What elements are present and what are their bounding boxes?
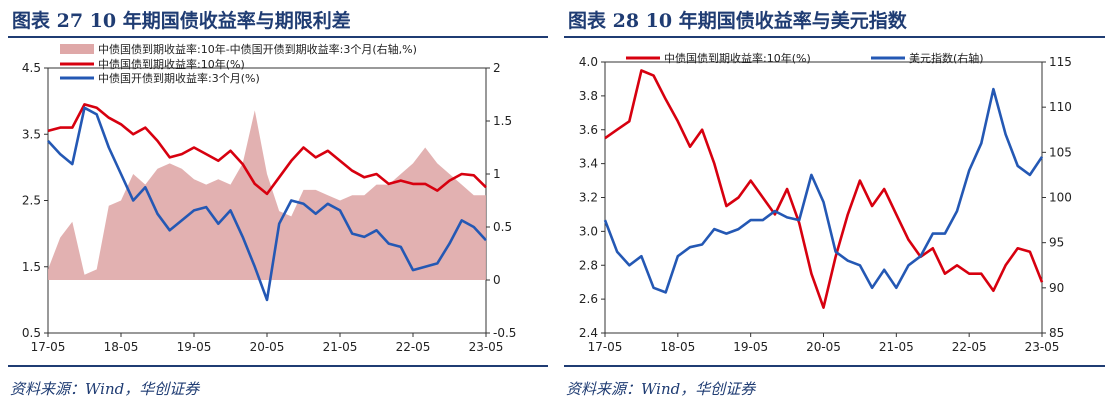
right-left-tick-label: 3.0: [579, 224, 598, 238]
right-right-tick-label: 105: [1049, 145, 1072, 159]
right-title-rule: [564, 36, 1105, 38]
left-legend-label: 中债国债到期收益率:10年(%): [98, 57, 245, 71]
left-left-tick-label: 1.5: [22, 260, 41, 274]
left-left-tick-label: 4.5: [22, 61, 41, 75]
right-x-tick-label: 20-05: [806, 340, 841, 354]
right-right-tick-label: 90: [1049, 281, 1064, 295]
right-right-tick-label: 115: [1049, 55, 1072, 69]
left-x-tick-label: 22-05: [396, 340, 431, 354]
right-series-1-line: [604, 69, 1044, 309]
left-x-tick-label: 17-05: [31, 340, 66, 354]
right-left-tick-label: 2.8: [579, 258, 598, 272]
left-right-tick-label: 1: [493, 167, 501, 181]
right-right-tick-label: 85: [1049, 326, 1064, 340]
right-chart-panel: 图表 28 10 年期国债收益率与美元指数 2.4 2.6 2.8 3.0 3.2 3.4…: [556, 0, 1113, 411]
left-chart-source: 资料来源：Wind，华创证券: [10, 380, 200, 398]
left-x-tick-label: 18-05: [104, 340, 139, 354]
left-chart-title: 图表 27 10 年期国债收益率与期限利差: [12, 10, 351, 32]
left-series-3-line: [47, 106, 487, 302]
left-series-2-line: [47, 103, 487, 196]
right-source-rule: [564, 365, 1105, 367]
right-series-2-line: [603, 87, 1044, 294]
right-left-tick-label: 2.4: [579, 326, 598, 340]
right-left-tick-label: 2.6: [579, 292, 598, 306]
left-x-tick-label: 23-05: [469, 340, 504, 354]
right-x-tick-label: 22-05: [952, 340, 987, 354]
right-right-tick-label: 110: [1049, 100, 1072, 114]
left-title-rule: [8, 36, 548, 38]
right-left-tick-label: 4.0: [579, 55, 598, 69]
right-chart-source: 资料来源：Wind，华创证券: [566, 380, 756, 398]
right-x-tick-label: 23-05: [1025, 340, 1060, 354]
right-x-tick-label: 19-05: [733, 340, 768, 354]
left-series-1-area: [48, 110, 486, 281]
left-chart-panel: 图表 27 10 年期国债收益率与期限利差 0.5 1.5 2.5 3.5 4.5 -0.…: [0, 0, 556, 411]
right-left-tick-label: 3.4: [579, 157, 598, 171]
left-right-tick-label: 2: [493, 61, 501, 75]
left-left-tick-label: 2.5: [22, 194, 41, 208]
left-legend-label: 中债国债到期收益率:10年-中债国开债到期收益率:3个月(右轴,%): [98, 42, 417, 56]
left-right-tick-label: 1.5: [493, 114, 512, 128]
right-chart: 2.4 2.6 2.8 3.0 3.2 3.4 3.6 3.8 4.0 85 90 95 100 105 1…: [579, 51, 1072, 354]
left-source-rule: [8, 365, 548, 367]
left-x-tick-label: 21-05: [323, 340, 358, 354]
left-chart: 0.5 1.5 2.5 3.5 4.5 -0.5 0 0.5 1 1.5 2 17-05 18-05 19…: [22, 42, 517, 354]
left-legend-swatch: [60, 44, 94, 54]
right-left-tick-label: 3.8: [579, 89, 598, 103]
right-x-tick-label: 18-05: [660, 340, 695, 354]
right-chart-title: 图表 28 10 年期国债收益率与美元指数: [568, 10, 907, 32]
right-left-tick-label: 3.6: [579, 123, 598, 137]
right-x-tick-label: 21-05: [879, 340, 914, 354]
right-legend-label: 美元指数(右轴): [909, 51, 984, 65]
left-right-tick-label: 0.5: [493, 220, 512, 234]
right-legend-label: 中债国债到期收益率:10年(%): [664, 51, 811, 65]
left-left-tick-label: 0.5: [22, 326, 41, 340]
left-right-tick-label: 0: [493, 273, 501, 287]
right-right-tick-label: 95: [1049, 236, 1064, 250]
right-plot-frame: [604, 61, 1043, 334]
left-left-tick-label: 3.5: [22, 127, 41, 141]
right-x-tick-label: 17-05: [588, 340, 623, 354]
left-right-tick-label: -0.5: [493, 326, 516, 340]
left-x-tick-label: 19-05: [177, 340, 212, 354]
right-left-tick-label: 3.2: [579, 191, 598, 205]
left-x-tick-label: 20-05: [250, 340, 285, 354]
left-legend-label: 中债国开债到期收益率:3个月(%): [98, 71, 260, 85]
right-right-tick-label: 100: [1049, 191, 1072, 205]
